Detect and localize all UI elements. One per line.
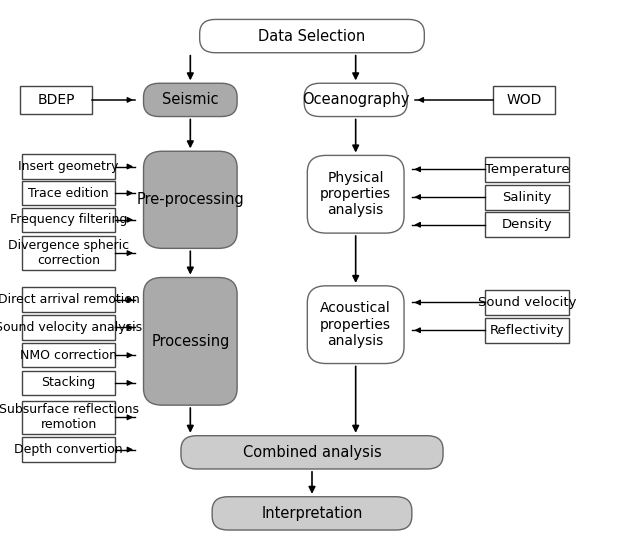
Text: BDEP: BDEP (37, 93, 75, 107)
Text: Pre-processing: Pre-processing (137, 192, 244, 208)
Text: Processing: Processing (151, 334, 230, 349)
FancyBboxPatch shape (307, 155, 404, 233)
Bar (22, 236, 115, 270)
FancyBboxPatch shape (307, 286, 404, 364)
Text: Stacking: Stacking (42, 376, 95, 390)
Text: Sound velocity: Sound velocity (478, 296, 577, 309)
Bar (22, 401, 115, 434)
Bar (485, 317, 569, 342)
Text: Interpretation: Interpretation (261, 506, 363, 521)
Bar (485, 212, 569, 238)
Bar (22, 181, 115, 205)
Text: Combined analysis: Combined analysis (243, 445, 381, 460)
Text: Oceanography: Oceanography (302, 92, 409, 108)
Text: Acoustical
properties
analysis: Acoustical properties analysis (320, 301, 391, 348)
Bar (20, 86, 92, 114)
FancyBboxPatch shape (144, 278, 237, 405)
Text: Data Selection: Data Selection (258, 28, 366, 44)
Text: Subsurface reflections
remotion: Subsurface reflections remotion (0, 403, 139, 431)
Bar (22, 315, 115, 340)
FancyBboxPatch shape (200, 19, 424, 53)
Text: Depth convertion: Depth convertion (14, 443, 123, 456)
Text: NMO correction: NMO correction (20, 349, 117, 362)
Bar (485, 157, 569, 182)
Bar (485, 184, 569, 209)
Text: Seismic: Seismic (162, 92, 218, 108)
FancyBboxPatch shape (144, 151, 237, 249)
Text: Density: Density (502, 218, 553, 231)
Bar (22, 208, 115, 232)
Text: Sound velocity analysis: Sound velocity analysis (0, 321, 142, 334)
Text: Insert geometry: Insert geometry (19, 160, 119, 173)
FancyBboxPatch shape (212, 497, 412, 530)
Bar (493, 86, 555, 114)
Text: Divergence spheric
correction: Divergence spheric correction (8, 239, 129, 267)
Text: Direct arrival remotion: Direct arrival remotion (0, 293, 140, 306)
Text: Physical
properties
analysis: Physical properties analysis (320, 171, 391, 218)
Text: Frequency filtering: Frequency filtering (10, 213, 127, 226)
Text: WOD: WOD (507, 93, 542, 107)
Text: Reflectivity: Reflectivity (490, 324, 565, 337)
Bar (22, 287, 115, 312)
FancyBboxPatch shape (144, 83, 237, 117)
FancyBboxPatch shape (304, 83, 407, 117)
Text: Salinity: Salinity (502, 190, 552, 204)
Bar (22, 154, 115, 179)
FancyBboxPatch shape (181, 436, 443, 469)
Text: Trace edition: Trace edition (28, 186, 109, 200)
Bar (22, 371, 115, 395)
Bar (22, 343, 115, 367)
Bar (485, 290, 569, 315)
Text: Temperature: Temperature (485, 163, 570, 176)
Bar (22, 437, 115, 462)
